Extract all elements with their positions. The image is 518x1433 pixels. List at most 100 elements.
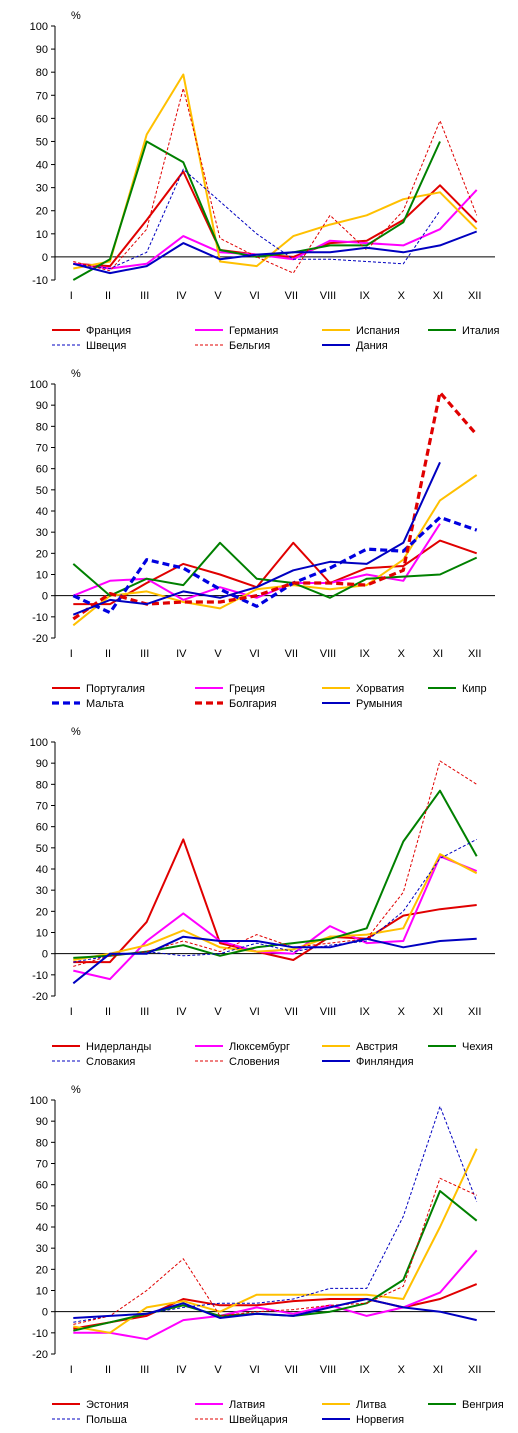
y-tick-label: 70 [36,90,48,102]
y-tick-label: 10 [36,570,48,582]
legend-label-5: Словакия [86,1056,135,1068]
y-tick-label: 30 [36,1243,48,1255]
y-tick-label: 70 [36,443,48,455]
legend-label-4: Кипр [462,683,487,695]
chart-4-panel: -20 -10 0 10 20 30 40 50 60 70 80 90 100% I II III IV V VI… [0,1074,518,1430]
y-tick-label: -10 [32,275,48,287]
x-tick-label: III [140,648,149,660]
y-tick-label: 30 [36,527,48,539]
legend-label-3: Австрия [356,1041,398,1053]
series-line-7 [73,1298,477,1322]
x-tick-label: IX [359,290,370,302]
legend-label-4: Венгрия [462,1399,504,1411]
x-tick-label: VII [285,1364,298,1376]
x-tick-label: VIII [320,1006,337,1018]
series-line-1 [73,170,478,268]
series-line-5 [73,838,477,963]
y-tick-label: 10 [36,229,48,241]
series-line-4 [72,140,441,281]
y-tick-label: 20 [36,548,48,560]
y-tick-label: -10 [32,1328,48,1340]
x-tick-label: XI [433,1364,443,1376]
y-tick-label: 90 [36,1116,48,1128]
x-tick-label: XI [433,290,443,302]
x-tick-label: I [70,1006,73,1018]
legend-label-2: Латвия [229,1399,265,1411]
series-line-1 [73,1283,478,1330]
x-tick-label: X [398,290,406,302]
x-tick-label: VI [249,1006,259,1018]
legend-label-5: Швеция [86,340,126,352]
x-tick-label: V [214,1364,222,1376]
unit-label: % [71,368,81,380]
y-tick-label: 50 [36,843,48,855]
series-line-1 [73,539,478,606]
legend-label-4: Чехия [462,1041,493,1053]
series-line-2 [73,855,478,981]
x-tick-label: IV [176,1364,187,1376]
y-tick-label: 70 [36,1159,48,1171]
y-tick-label: 0 [42,949,48,961]
y-tick-label: 100 [30,737,48,749]
y-tick-label: -20 [32,991,48,1003]
legend-label-6: Бельгия [229,340,270,352]
y-tick-label: 90 [36,758,48,770]
series-line-4 [73,789,478,959]
y-tick-label: 40 [36,864,48,876]
y-tick-label: -10 [32,970,48,982]
x-tick-label: VII [285,290,298,302]
legend-label-7: Дания [356,340,388,352]
x-tick-label: VIII [320,648,337,660]
y-tick-label: 20 [36,1264,48,1276]
y-tick-label: 100 [30,1095,48,1107]
y-tick-label: 60 [36,822,48,834]
series-line-3 [73,853,478,961]
x-tick-label: IX [359,648,370,660]
unit-label: % [71,726,81,738]
unit-label: % [71,10,81,22]
y-tick-label: 20 [36,906,48,918]
series-line-7 [72,461,441,616]
y-tick-label: 50 [36,136,48,148]
series-line-7 [73,230,478,275]
legend-label-5: Мальта [86,698,125,710]
x-tick-label: V [214,290,222,302]
legend-label-3: Хорватия [356,683,404,695]
x-tick-label: VII [285,1006,298,1018]
legend-label-7: Румыния [356,698,402,710]
x-tick-label: V [214,648,222,660]
y-tick-label: 80 [36,1137,48,1149]
x-tick-label: XII [468,1006,481,1018]
legend-label-1: Португалия [86,683,145,695]
series-line-5 [73,1105,478,1323]
series-line-6 [73,760,477,967]
y-tick-label: 60 [36,464,48,476]
y-tick-label: 10 [36,1286,48,1298]
legend-label-2: Германия [229,325,278,337]
y-tick-label: 40 [36,506,48,518]
series-line-5 [73,168,441,269]
x-tick-label: II [105,648,111,660]
legend-label-1: Франция [86,325,131,337]
chart-2-panel: -20 -10 0 10 20 30 40 50 60 70 80 90 100% I II III IV V VI… [0,358,518,714]
y-tick-label: -20 [32,1349,48,1361]
y-tick-label: 90 [36,400,48,412]
series-line-2 [73,1249,478,1341]
legend-label-7: Норвегия [356,1414,404,1426]
x-tick-label: IX [359,1364,370,1376]
y-tick-label: 20 [36,206,48,218]
series-line-4 [72,541,478,599]
y-tick-label: 60 [36,113,48,125]
y-tick-label: -10 [32,612,48,624]
series-line-3 [73,1148,478,1334]
series-line-2 [73,189,478,270]
x-tick-label: VI [249,1364,259,1376]
x-tick-label: VIII [320,1364,337,1376]
legend-label-2: Греция [229,683,265,695]
y-tick-label: 100 [30,21,48,33]
